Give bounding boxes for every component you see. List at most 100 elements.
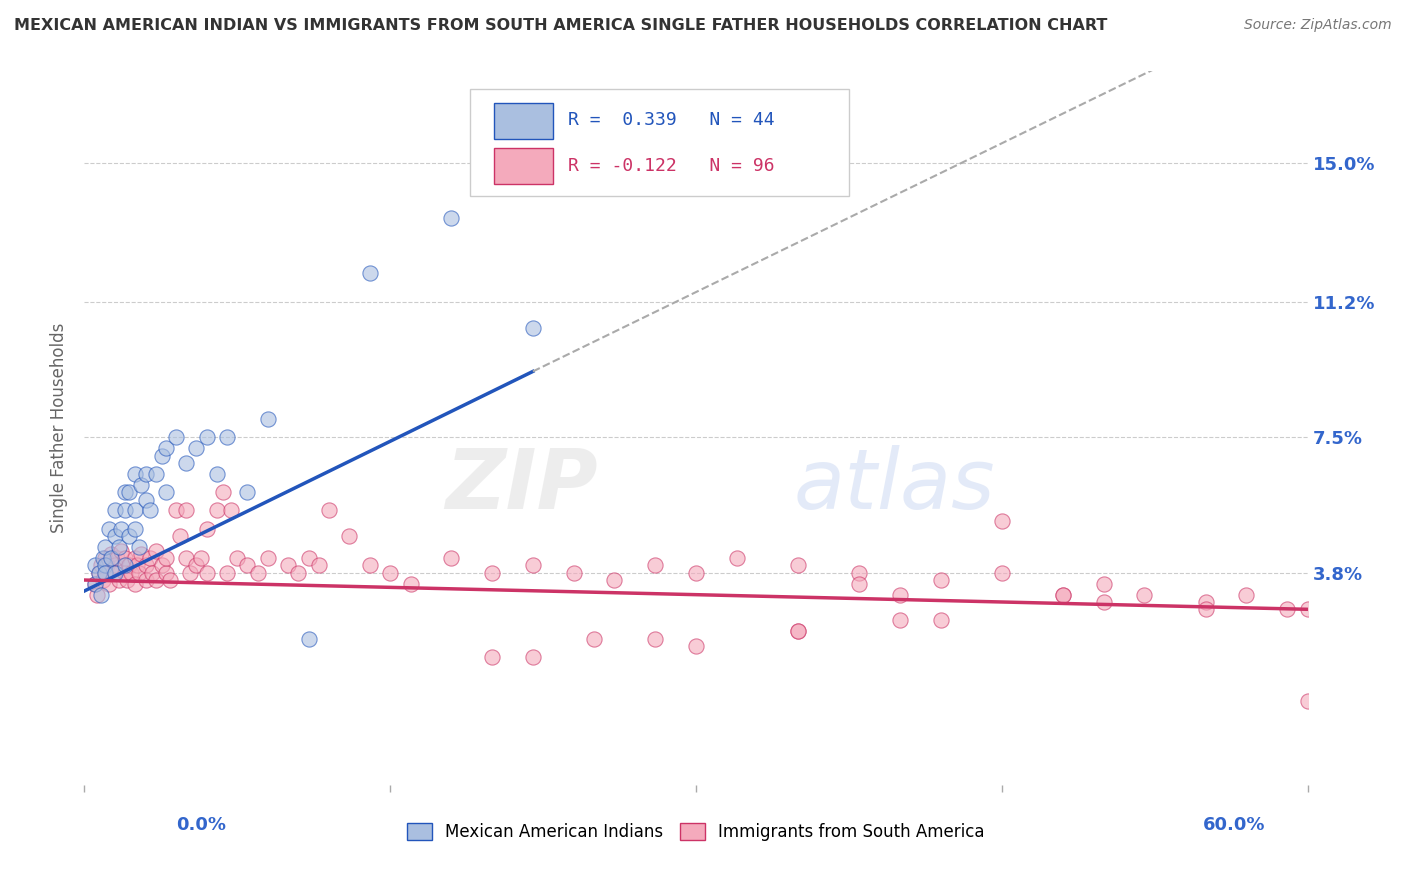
Point [114,558,136,573]
Point [725,551,748,566]
Point [97,576,120,591]
Point [90,588,112,602]
Point [339,529,361,543]
Point [124,576,146,591]
Point [991,515,1014,529]
Point [145,543,167,558]
Point [685,566,707,580]
Point [87,566,110,580]
Point [135,573,157,587]
Point [90,558,112,573]
Point [150,449,173,463]
Point [186,558,208,573]
Point [308,558,330,573]
Point [848,576,870,591]
Point [1195,602,1218,616]
Point [127,558,149,573]
Point [380,566,402,580]
Point [1092,595,1115,609]
Text: 60.0%: 60.0% [1204,816,1265,834]
Point [118,558,141,573]
Point [100,548,122,562]
Point [644,632,666,646]
Point [128,540,150,554]
Point [287,566,309,580]
Point [929,573,952,587]
Point [1052,588,1074,602]
Point [1277,602,1299,616]
FancyBboxPatch shape [470,89,849,196]
Point [179,566,201,580]
Point [165,430,187,444]
Point [190,551,212,566]
Point [86,588,108,602]
Point [118,529,141,543]
Text: Source: ZipAtlas.com: Source: ZipAtlas.com [1244,18,1392,32]
Point [104,566,127,580]
Point [195,566,218,580]
Point [481,566,503,580]
Point [195,430,218,444]
Point [1195,595,1218,609]
Point [257,412,280,426]
Point [155,485,177,500]
Point [1092,576,1115,591]
Point [108,540,131,554]
Point [1236,588,1258,602]
Point [174,551,197,566]
Point [174,456,197,470]
Point [562,566,585,580]
Point [155,566,177,580]
Point [298,632,321,646]
Point [1296,602,1319,616]
Point [104,503,127,517]
Point [104,529,127,543]
Point [787,558,810,573]
Point [114,485,136,500]
Point [135,492,157,507]
Point [93,566,115,580]
Point [318,503,340,517]
Point [298,551,321,566]
Point [219,503,242,517]
Point [93,551,115,566]
Point [100,551,122,566]
Point [93,566,115,580]
Point [644,558,666,573]
Point [115,573,138,587]
Y-axis label: Single Father Households: Single Father Households [51,323,69,533]
Point [83,576,105,591]
Point [124,551,146,566]
Point [236,558,259,573]
Point [205,467,228,481]
Point [155,442,177,456]
Point [91,551,114,566]
Point [87,566,110,580]
Point [1133,588,1156,602]
FancyBboxPatch shape [494,103,553,139]
Point [110,522,132,536]
Point [257,551,280,566]
Point [236,485,259,500]
Point [114,551,136,566]
Point [1052,588,1074,602]
Point [108,573,131,587]
Point [91,573,114,587]
Point [186,442,208,456]
Point [145,573,167,587]
Point [83,558,105,573]
Point [135,558,157,573]
Point [889,588,911,602]
Point [787,624,810,639]
Point [105,551,128,566]
Point [124,503,146,517]
Point [522,558,544,573]
Point [522,649,544,664]
Point [96,558,118,573]
Point [104,558,127,573]
Point [217,566,239,580]
Text: ZIP: ZIP [446,445,598,525]
Point [481,649,503,664]
Point [155,551,177,566]
Point [131,548,153,562]
